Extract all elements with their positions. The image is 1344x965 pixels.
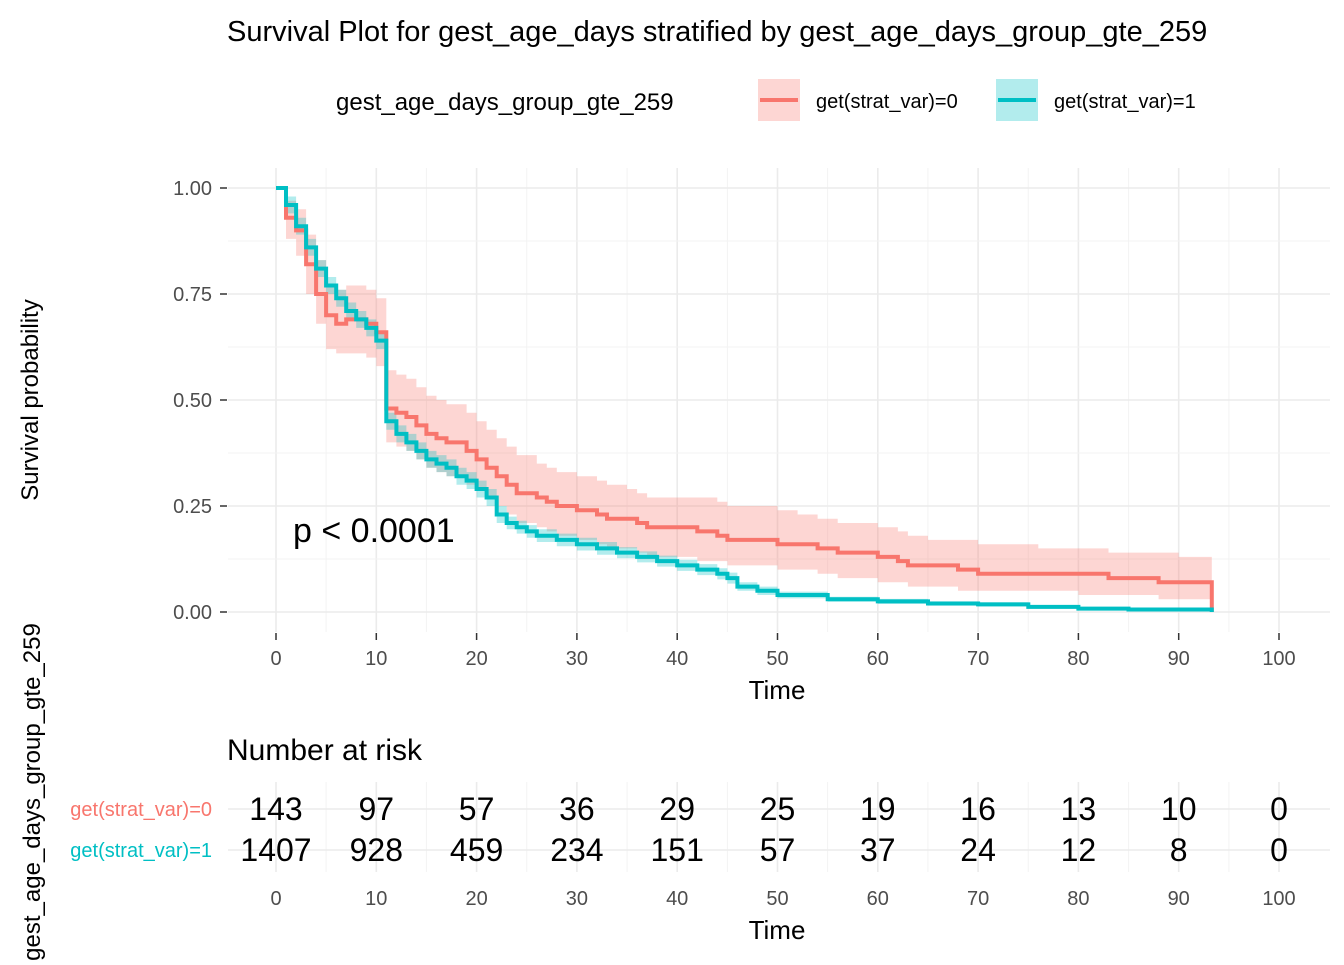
x-axis-label: Time <box>749 675 806 705</box>
risk-cell: 19 <box>860 791 896 827</box>
legend-label-1: get(strat_var)=1 <box>1054 91 1196 113</box>
risk-table-title: Number at risk <box>227 734 423 767</box>
x-tick-label: 20 <box>465 648 487 670</box>
main-plot-grid <box>228 168 1330 632</box>
y-axis-ticks: 0.00 0.25 0.50 0.75 1.00 <box>173 178 227 624</box>
risk-x-tick-label: 0 <box>270 888 281 910</box>
y-axis-label: Survival probability <box>17 299 44 500</box>
risk-cell: 97 <box>359 791 395 827</box>
survival-curves <box>276 186 1214 612</box>
risk-x-tick-label: 90 <box>1168 888 1190 910</box>
x-tick-label: 10 <box>365 648 387 670</box>
x-tick-label: 30 <box>566 648 588 670</box>
legend-label-0: get(strat_var)=0 <box>816 91 958 113</box>
risk-cell: 13 <box>1061 791 1097 827</box>
risk-cell: 143 <box>249 791 302 827</box>
y-tick-label: 1.00 <box>173 178 212 200</box>
x-tick-label: 80 <box>1067 648 1089 670</box>
risk-row-label: get(strat_var)=0 <box>70 799 212 821</box>
x-axis-ticks: 0 10 20 30 40 50 60 70 80 90 100 <box>270 633 1296 670</box>
y-tick-label: 0.75 <box>173 284 212 306</box>
confidence-bands <box>276 188 1212 612</box>
risk-cell: 459 <box>450 832 503 868</box>
risk-row-label: get(strat_var)=1 <box>70 840 212 862</box>
risk-x-tick-label: 50 <box>766 888 788 910</box>
risk-cell: 234 <box>550 832 603 868</box>
x-tick-label: 40 <box>666 648 688 670</box>
x-tick-label: 100 <box>1262 648 1295 670</box>
x-tick-label: 50 <box>766 648 788 670</box>
risk-x-tick-label: 80 <box>1067 888 1089 910</box>
risk-cell: 57 <box>760 832 796 868</box>
risk-table-row-labels: get(strat_var)=0 get(strat_var)=1 <box>70 799 212 862</box>
risk-table-x-ticks: 0 10 20 30 40 50 60 70 80 90 100 <box>270 888 1295 910</box>
x-tick-label: 70 <box>967 648 989 670</box>
risk-cell: 57 <box>459 791 495 827</box>
legend: gest_age_days_group_gte_259 get(strat_va… <box>336 79 1196 121</box>
chart-title: Survival Plot for gest_age_days stratifi… <box>227 16 1207 48</box>
survival-curve-series-0 <box>276 186 1214 612</box>
risk-cell: 0 <box>1270 791 1288 827</box>
risk-cell: 25 <box>760 791 796 827</box>
risk-cell: 10 <box>1161 791 1197 827</box>
risk-x-tick-label: 60 <box>867 888 889 910</box>
y-tick-label: 0.00 <box>173 602 212 624</box>
risk-cell: 8 <box>1170 832 1188 868</box>
risk-cell: 12 <box>1061 832 1097 868</box>
risk-cell: 36 <box>559 791 595 827</box>
risk-x-tick-label: 30 <box>566 888 588 910</box>
risk-cell: 24 <box>960 832 996 868</box>
pvalue-annotation: p < 0.0001 <box>293 512 455 550</box>
confidence-band-series-0 <box>276 188 1212 612</box>
risk-cell: 151 <box>651 832 704 868</box>
risk-cell: 29 <box>659 791 695 827</box>
x-tick-label: 90 <box>1168 648 1190 670</box>
risk-cell: 37 <box>860 832 896 868</box>
risk-table-x-axis-label: Time <box>749 915 806 945</box>
risk-x-tick-label: 40 <box>666 888 688 910</box>
legend-title: gest_age_days_group_gte_259 <box>336 89 674 116</box>
y-tick-label: 0.50 <box>173 390 212 412</box>
x-tick-label: 60 <box>867 648 889 670</box>
risk-cell: 1407 <box>240 832 311 868</box>
risk-x-tick-label: 70 <box>967 888 989 910</box>
risk-x-tick-label: 10 <box>365 888 387 910</box>
x-tick-label: 0 <box>270 648 281 670</box>
survival-curve-series-1 <box>276 186 1214 612</box>
risk-table-y-axis-label: gest_age_days_group_gte_259 <box>19 623 46 960</box>
risk-cell: 16 <box>960 791 996 827</box>
risk-table-grid <box>228 782 1330 872</box>
risk-table-cells: 143 97 57 36 29 25 19 16 13 10 0 1407 928 459 234 151 57… <box>240 791 1287 868</box>
risk-x-tick-label: 20 <box>465 888 487 910</box>
y-tick-label: 0.25 <box>173 496 212 518</box>
risk-cell: 0 <box>1270 832 1288 868</box>
risk-cell: 928 <box>350 832 403 868</box>
risk-x-tick-label: 100 <box>1262 888 1295 910</box>
